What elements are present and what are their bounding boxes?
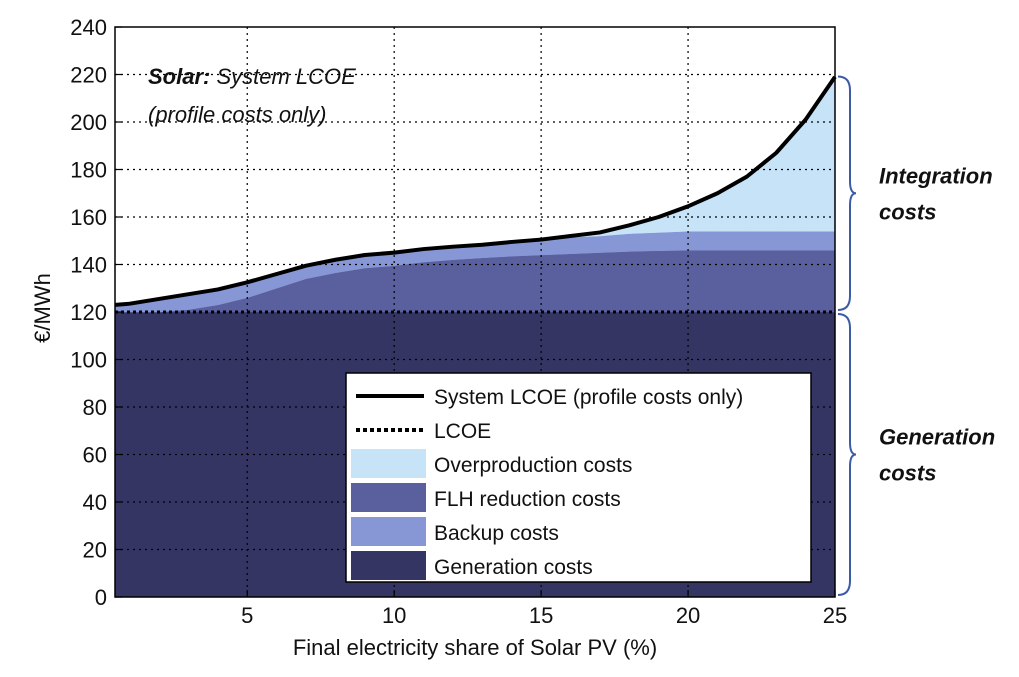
- y-tick-label: 60: [83, 443, 107, 468]
- legend: System LCOE (profile costs only) LCOE Over…: [345, 372, 812, 583]
- legend-swatch: [351, 551, 426, 580]
- side-label-line1: Generation: [879, 425, 995, 450]
- legend-label: FLH reduction costs: [434, 488, 621, 511]
- legend-swatch: [351, 517, 426, 546]
- brace-0: [837, 75, 857, 311]
- annotation-bold: Solar:: [148, 64, 210, 89]
- y-tick-label: 0: [95, 585, 107, 610]
- y-tick-label: 220: [70, 63, 107, 88]
- series-lines: [114, 75, 837, 314]
- legend-label: Generation costs: [434, 556, 593, 579]
- y-tick-label: 20: [83, 538, 107, 563]
- legend-swatch: [351, 483, 426, 512]
- y-axis-ticks: 0 20 40 60 80 100 120 140 160 180 200 220 240: [70, 15, 122, 610]
- y-tick-label: 200: [70, 110, 107, 135]
- y-tick-label: 80: [83, 395, 107, 420]
- side-label-line2: costs: [879, 199, 936, 224]
- y-tick-label: 120: [70, 300, 107, 325]
- x-axis-label: Final electricity share of Solar PV (%): [293, 635, 657, 660]
- annotation-rest: System LCOE: [210, 64, 356, 89]
- side-label-line1: Integration: [879, 163, 993, 188]
- y-tick-label: 100: [70, 348, 107, 373]
- legend-label: LCOE: [434, 420, 491, 443]
- x-tick-label: 5: [241, 603, 253, 628]
- line-system-lcoe-profile-costs-only-: [114, 75, 837, 307]
- legend-label: System LCOE (profile costs only): [434, 386, 743, 409]
- y-tick-label: 160: [70, 205, 107, 230]
- legend-swatch: [351, 449, 426, 478]
- chart-annotation-line1: Solar: System LCOE: [148, 64, 356, 89]
- y-tick-label: 240: [70, 15, 107, 40]
- x-axis-ticks: 5 10 15 20 25: [241, 590, 847, 628]
- x-tick-label: 15: [529, 603, 553, 628]
- x-tick-label: 10: [382, 603, 406, 628]
- side-braces: Integration costs Generation costs: [837, 75, 995, 596]
- y-tick-label: 40: [83, 490, 107, 515]
- legend-label: Overproduction costs: [434, 454, 632, 477]
- legend-label: Backup costs: [434, 522, 559, 545]
- y-axis-label: €/MWh: [30, 273, 55, 343]
- y-tick-label: 140: [70, 253, 107, 278]
- side-label-line2: costs: [879, 461, 936, 486]
- x-tick-label: 20: [676, 603, 700, 628]
- chart-annotation-line2: (profile costs only): [148, 102, 327, 127]
- brace-1: [837, 313, 857, 596]
- y-tick-label: 180: [70, 158, 107, 183]
- x-tick-label: 25: [823, 603, 847, 628]
